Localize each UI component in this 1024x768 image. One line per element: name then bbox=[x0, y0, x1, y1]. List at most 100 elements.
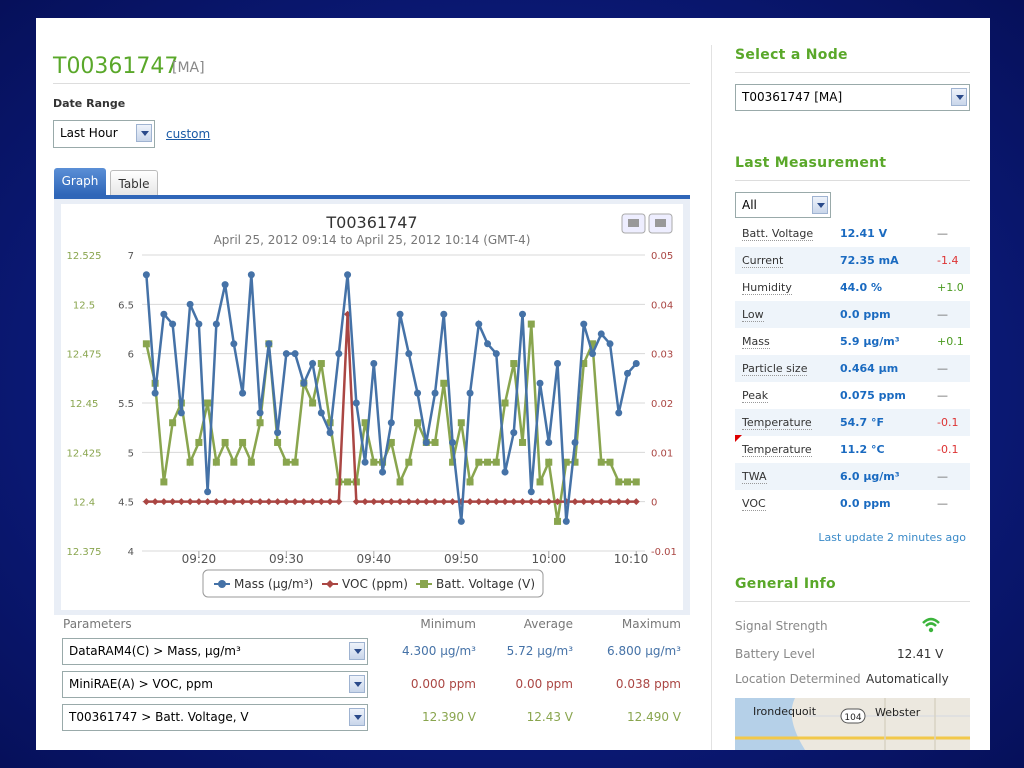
measurement-name: Current bbox=[742, 254, 784, 268]
measurement-change: +1.0 bbox=[937, 281, 964, 294]
filter-select[interactable]: All bbox=[735, 192, 831, 218]
data-point bbox=[580, 320, 588, 328]
y3-tick-label: 12.425 bbox=[67, 448, 102, 459]
data-point bbox=[536, 478, 544, 486]
y2-tick-label: 0.05 bbox=[651, 251, 673, 262]
measurement-value: 0.464 µm bbox=[840, 362, 899, 375]
info-label: Location Determined bbox=[735, 672, 861, 686]
data-point bbox=[142, 498, 150, 506]
measurement-change: -1.4 bbox=[937, 254, 959, 267]
data-point bbox=[510, 498, 518, 506]
legend-label: VOC (ppm) bbox=[342, 577, 408, 591]
data-point bbox=[466, 389, 474, 397]
measurement-row bbox=[735, 436, 970, 463]
data-point bbox=[265, 498, 273, 506]
info-label: Battery Level bbox=[735, 647, 815, 661]
date-range-select[interactable]: Last Hour bbox=[53, 120, 155, 148]
data-point bbox=[597, 458, 605, 466]
data-point bbox=[554, 517, 562, 525]
select-arrow bbox=[951, 88, 967, 106]
stat-value: 12.43 V bbox=[526, 710, 573, 724]
measurement-value: 0.075 ppm bbox=[840, 389, 906, 402]
data-point bbox=[431, 438, 439, 446]
data-point bbox=[291, 458, 299, 466]
data-point bbox=[545, 458, 553, 466]
table-header: Maximum bbox=[621, 617, 681, 631]
data-point bbox=[396, 478, 404, 486]
data-point bbox=[624, 369, 632, 377]
data-point bbox=[256, 409, 264, 417]
data-point bbox=[230, 498, 238, 506]
data-point bbox=[501, 468, 509, 476]
data-point bbox=[387, 498, 395, 506]
node-select[interactable]: T00361747 [MA] bbox=[735, 84, 970, 111]
select-text: Last Hour bbox=[60, 126, 118, 140]
print-icon bbox=[628, 219, 639, 227]
data-point bbox=[370, 458, 378, 466]
rule bbox=[735, 180, 970, 181]
data-point bbox=[597, 498, 605, 506]
data-point bbox=[300, 379, 308, 387]
data-point bbox=[195, 438, 203, 446]
data-point bbox=[527, 498, 535, 506]
signal-arc bbox=[925, 622, 937, 627]
data-point bbox=[265, 340, 273, 348]
data-point bbox=[405, 498, 413, 506]
select-text: T00361747 [MA] bbox=[742, 90, 843, 104]
select-arrow bbox=[349, 675, 365, 693]
data-point bbox=[160, 310, 168, 318]
legend-label: Batt. Voltage (V) bbox=[436, 577, 535, 591]
data-point bbox=[204, 488, 212, 496]
y2-tick-label: 0.03 bbox=[651, 350, 673, 361]
measurement-row bbox=[735, 301, 970, 328]
stat-value: 0.00 ppm bbox=[515, 677, 573, 691]
measurement-name: VOC bbox=[742, 497, 766, 511]
data-point bbox=[309, 399, 317, 407]
data-point bbox=[282, 458, 290, 466]
measurement-change: — bbox=[937, 308, 948, 321]
legend-marker bbox=[326, 580, 334, 588]
map[interactable]: Irondequoit 104 Webster bbox=[735, 698, 970, 750]
measurement-row bbox=[735, 490, 970, 517]
data-point bbox=[492, 498, 500, 506]
data-point bbox=[151, 498, 159, 506]
data-point bbox=[274, 429, 282, 437]
y2-tick-label: 0.01 bbox=[651, 448, 673, 459]
select-text: DataRAM4(C) > Mass, µg/m³ bbox=[69, 644, 241, 658]
custom-link[interactable]: custom bbox=[166, 127, 211, 141]
y-tick-label: 5.5 bbox=[118, 399, 134, 410]
data-point bbox=[177, 498, 185, 506]
y3-tick-label: 12.45 bbox=[70, 399, 99, 410]
measurement-value: 11.2 °C bbox=[840, 443, 885, 456]
tab[interactable]: Graph bbox=[54, 168, 106, 195]
data-point bbox=[615, 478, 623, 486]
data-point bbox=[239, 438, 247, 446]
data-point bbox=[571, 458, 579, 466]
chart-title: T00361747 bbox=[325, 213, 417, 232]
data-point bbox=[449, 498, 457, 506]
parameter-select[interactable]: MiniRAE(A) > VOC, ppm bbox=[62, 671, 368, 698]
data-point bbox=[344, 271, 352, 279]
data-point bbox=[221, 281, 229, 289]
data-point bbox=[414, 419, 422, 427]
data-point bbox=[142, 271, 150, 279]
measurement-row bbox=[735, 328, 970, 355]
parameter-select[interactable]: T00361747 > Batt. Voltage, V bbox=[62, 704, 368, 731]
tab[interactable]: Table bbox=[110, 170, 158, 195]
sidebar-divider bbox=[711, 45, 712, 750]
stat-value: 12.390 V bbox=[421, 710, 476, 724]
data-point bbox=[562, 458, 570, 466]
measurement-value: 44.0 % bbox=[840, 281, 882, 294]
data-point bbox=[606, 340, 614, 348]
data-point bbox=[169, 320, 177, 328]
data-point bbox=[212, 498, 220, 506]
measurement-row bbox=[735, 220, 970, 247]
data-point bbox=[440, 379, 448, 387]
parameter-select[interactable]: DataRAM4(C) > Mass, µg/m³ bbox=[62, 638, 368, 665]
data-point bbox=[186, 498, 194, 506]
chart-subtitle: April 25, 2012 09:14 to April 25, 2012 1… bbox=[214, 233, 531, 247]
data-point bbox=[440, 498, 448, 506]
data-point bbox=[282, 350, 290, 358]
data-point bbox=[177, 409, 185, 417]
data-point bbox=[361, 458, 369, 466]
